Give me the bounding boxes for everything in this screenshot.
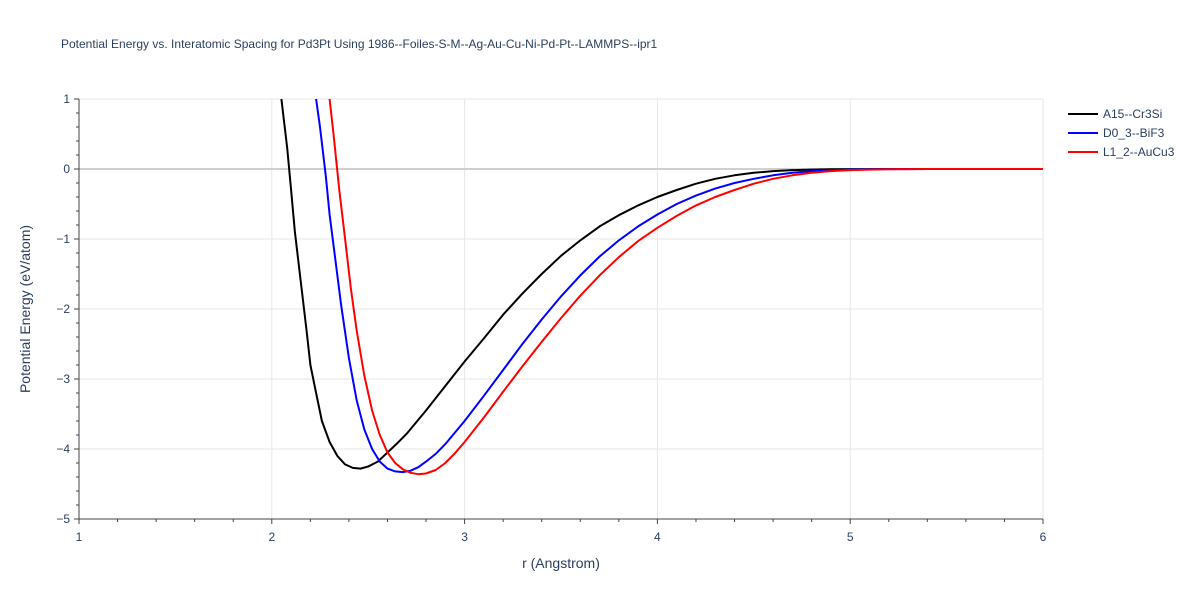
x-axis-label: r (Angstrom)	[522, 555, 600, 571]
legend[interactable]: A15--Cr3Si D0_3--BiF3 L1_2--AuCu3	[1068, 104, 1174, 161]
chart-title: Potential Energy vs. Interatomic Spacing…	[61, 37, 658, 51]
legend-swatch	[1068, 112, 1098, 115]
x-ticks: 1 2 3 4 5 6	[76, 519, 1047, 544]
series-lines	[280, 98, 1043, 476]
x-tick-label: 3	[461, 530, 468, 544]
y-tick-label: −1	[56, 232, 70, 246]
legend-swatch	[1068, 131, 1098, 134]
y-tick-label: −2	[56, 302, 70, 316]
x-tick-label: 1	[76, 530, 83, 544]
legend-label: D0_3--BiF3	[1103, 125, 1165, 140]
y-ticks: 1 0 −1 −2 −3 −4 −5	[56, 92, 79, 526]
y-axis-label: Potential Energy (eV/atom)	[17, 225, 33, 393]
y-tick-label: 0	[63, 162, 70, 176]
x-tick-label: 4	[654, 530, 661, 544]
legend-swatch	[1068, 150, 1098, 153]
y-tick-label: 1	[63, 92, 70, 106]
x-tick-label: 6	[1040, 530, 1047, 544]
legend-label: A15--Cr3Si	[1103, 106, 1163, 121]
x-tick-label: 5	[847, 530, 854, 544]
x-tick-label: 2	[268, 530, 275, 544]
legend-label: L1_2--AuCu3	[1103, 144, 1175, 159]
series-line-L1_2--AuCu3[interactable]	[328, 98, 1043, 476]
legend-item[interactable]: L1_2--AuCu3	[1068, 142, 1174, 161]
legend-item[interactable]: D0_3--BiF3	[1068, 123, 1174, 142]
y-tick-label: −4	[56, 442, 70, 456]
legend-item[interactable]: A15--Cr3Si	[1068, 104, 1174, 123]
grid	[79, 98, 1044, 519]
y-tick-label: −5	[56, 512, 70, 526]
series-line-D0_3--BiF3[interactable]	[315, 98, 1043, 474]
series-line-A15--Cr3Si[interactable]	[280, 98, 1043, 470]
y-tick-label: −3	[56, 372, 70, 386]
